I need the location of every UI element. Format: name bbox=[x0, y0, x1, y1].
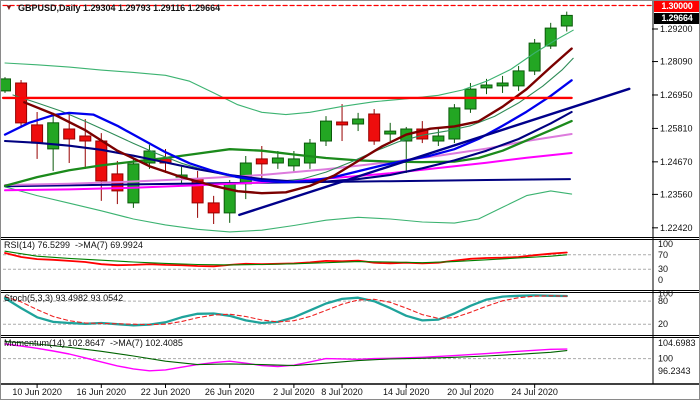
rsi-header: RSI(14) 76.5299 ->MA(7) 69.9924 bbox=[4, 240, 143, 250]
svg-text:1.24670: 1.24670 bbox=[660, 157, 693, 167]
ma-green bbox=[3, 119, 573, 188]
candle-8-Jun bbox=[1, 78, 11, 92]
candle-13-Jul bbox=[384, 130, 397, 135]
chart-marker-icon: ▼ bbox=[5, 3, 13, 12]
stoch-signal bbox=[4, 295, 568, 326]
upper-bollinger bbox=[4, 29, 574, 116]
current-price-badge: 1.29664 bbox=[654, 13, 699, 24]
momentum-ma bbox=[4, 340, 568, 367]
svg-text:100: 100 bbox=[658, 289, 673, 299]
svg-text:100: 100 bbox=[658, 239, 673, 249]
panel-frame bbox=[1, 1, 699, 385]
candle-29-Jun bbox=[239, 162, 252, 185]
svg-text:80: 80 bbox=[658, 296, 668, 306]
svg-text:8 Jul 2020: 8 Jul 2020 bbox=[321, 387, 363, 397]
candle-25-Jun bbox=[207, 202, 220, 214]
candles-layer bbox=[1, 11, 573, 225]
rsi-ma bbox=[4, 250, 568, 266]
candle-27-Jul bbox=[544, 27, 557, 47]
svg-text:22 Jun 2020: 22 Jun 2020 bbox=[141, 387, 191, 397]
svg-text:1.29200: 1.29200 bbox=[660, 24, 693, 34]
candle-16-Jul bbox=[432, 135, 445, 142]
candle-6-Jul bbox=[303, 142, 316, 164]
ma-maroon bbox=[23, 47, 573, 195]
trendline bbox=[238, 87, 631, 217]
candle-11-Jun bbox=[47, 122, 60, 150]
svg-text:96.2343: 96.2343 bbox=[658, 366, 691, 376]
svg-text:16 Jun 2020: 16 Jun 2020 bbox=[77, 387, 127, 397]
svg-text:24 Jul 2020: 24 Jul 2020 bbox=[511, 387, 558, 397]
stoch-header: Stoch(5,3,3) 93.4982 93.0542 bbox=[4, 293, 124, 303]
lower-bollinger bbox=[4, 186, 573, 233]
overlay-lines bbox=[1, 4, 653, 233]
svg-text:10 Jun 2020: 10 Jun 2020 bbox=[12, 387, 62, 397]
svg-text:30: 30 bbox=[658, 264, 668, 274]
axis-labels: 1.29200 1.28090 1.26950 1.25810 1.24670 1.235… bbox=[12, 24, 695, 397]
candle-10-Jul bbox=[368, 113, 381, 142]
candle-9-Jul bbox=[352, 118, 365, 125]
candle-8-Jul bbox=[336, 121, 349, 126]
svg-text:1.23560: 1.23560 bbox=[660, 189, 693, 199]
indicator-lines bbox=[3, 250, 568, 372]
candle-10-Jun bbox=[31, 124, 44, 144]
momentum-line bbox=[4, 343, 568, 372]
candle-17-Jul bbox=[448, 107, 461, 140]
candle-28-Jul bbox=[560, 14, 573, 27]
candle-2-Jul bbox=[287, 158, 300, 167]
candle-21-Jul bbox=[480, 84, 493, 89]
candle-23-Jul bbox=[512, 70, 525, 87]
svg-text:1.28090: 1.28090 bbox=[660, 57, 693, 67]
candle-30-Jun bbox=[255, 158, 268, 165]
chart-title: GBPUSD,Daily 1.29304 1.29793 1.29116 1.2… bbox=[18, 3, 221, 13]
svg-text:14 Jul 2020: 14 Jul 2020 bbox=[383, 387, 430, 397]
momentum-header: Momentum(14) 102.8647 ->MA(7) 102.4085 bbox=[4, 338, 183, 348]
price-alert-badge: 1.30000 bbox=[654, 1, 699, 12]
svg-text:70: 70 bbox=[658, 250, 668, 260]
svg-text:0: 0 bbox=[658, 275, 663, 285]
svg-text:100: 100 bbox=[658, 354, 673, 364]
candle-22-Jul bbox=[496, 82, 509, 87]
ema-mid-green bbox=[12, 57, 574, 183]
svg-text:1.26950: 1.26950 bbox=[660, 90, 693, 100]
candle-16-Jun bbox=[95, 140, 108, 182]
svg-text:104.6983: 104.6983 bbox=[658, 338, 696, 348]
candle-24-Jul bbox=[528, 42, 541, 72]
ma-navy bbox=[3, 110, 573, 183]
candle-12-Jun bbox=[63, 128, 76, 140]
candle-15-Jun bbox=[79, 135, 92, 142]
svg-text:20: 20 bbox=[658, 319, 668, 329]
svg-text:1.25810: 1.25810 bbox=[660, 123, 693, 133]
svg-text:26 Jun 2020: 26 Jun 2020 bbox=[205, 387, 255, 397]
candle-7-Jul bbox=[320, 120, 332, 142]
svg-text:2 Jul 2020: 2 Jul 2020 bbox=[273, 387, 315, 397]
ma-blue bbox=[3, 79, 573, 184]
candle-1-Jul bbox=[271, 157, 284, 164]
svg-text:1.22420: 1.22420 bbox=[660, 223, 693, 233]
svg-text:20 Jul 2020: 20 Jul 2020 bbox=[447, 387, 494, 397]
